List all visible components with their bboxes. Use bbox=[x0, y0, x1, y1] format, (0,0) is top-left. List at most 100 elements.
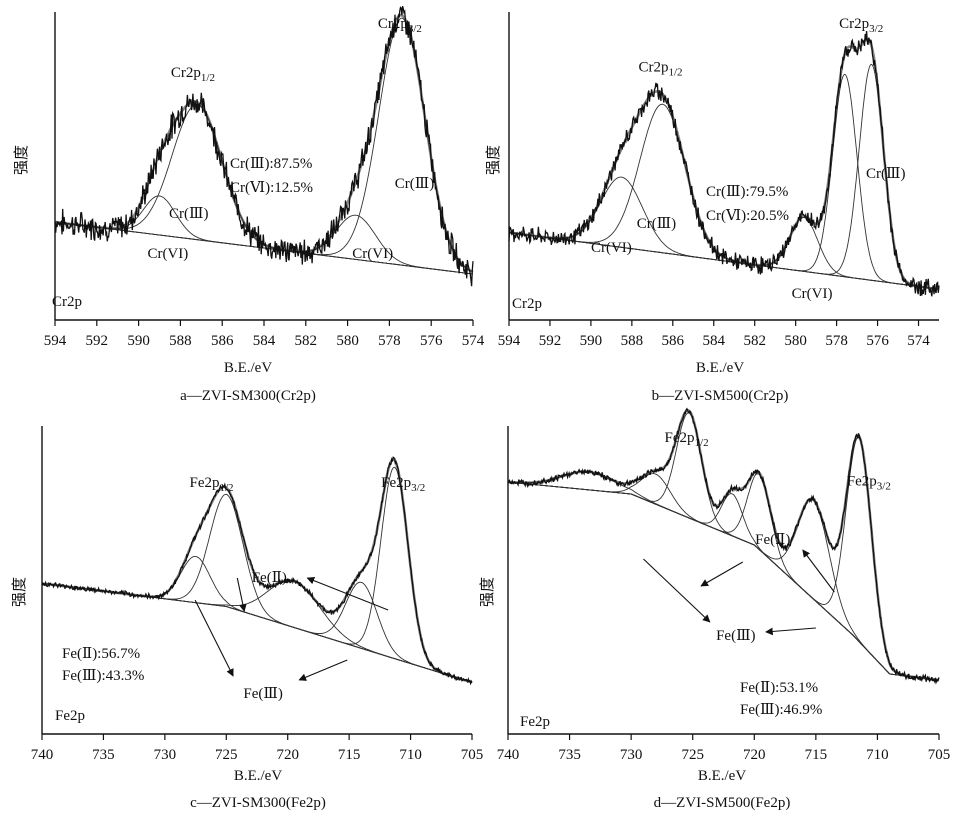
percent-line-1: Cr(Ⅲ):87.5% bbox=[230, 156, 312, 172]
x-tick-label: 715 bbox=[805, 747, 828, 763]
x-tick-label: 720 bbox=[743, 747, 766, 763]
x-axis-label: B.E./eV bbox=[234, 768, 282, 784]
element-label: Fe2p bbox=[520, 714, 550, 730]
x-tick-label: 580 bbox=[784, 333, 807, 349]
y-axis-label: 强度 bbox=[11, 577, 28, 607]
peak-label-3-2: Cr2p3/2 bbox=[839, 16, 883, 35]
component-label: Cr(Ⅲ) bbox=[866, 166, 905, 182]
x-tick-label: 578 bbox=[378, 333, 401, 349]
peak-label-1-2: Fe2p1/2 bbox=[665, 430, 709, 449]
x-tick-label: 710 bbox=[866, 747, 889, 763]
panel-caption: a—ZVI-SM300(Cr2p) bbox=[180, 388, 316, 404]
x-tick-label: 735 bbox=[558, 747, 581, 763]
fit-component-1 bbox=[507, 481, 940, 681]
plot-area-c: 740 735 730 725 720 715 710 705 Fe2p1/2 Fe2p3/2 Fe… bbox=[31, 426, 484, 763]
fit-component-3 bbox=[54, 195, 474, 275]
x-tick-label: 740 bbox=[497, 747, 520, 763]
peak-label-1-2: Fe2p1/2 bbox=[190, 475, 234, 494]
element-label: Fe2p bbox=[55, 708, 85, 724]
chart-panel-b: 594 592 590 588 586 584 582 580 578 576 574 Cr2p1/2… bbox=[485, 12, 940, 404]
x-tick-label: 576 bbox=[866, 333, 889, 349]
percent-line-2: Cr(Ⅵ):12.5% bbox=[230, 180, 313, 196]
raw-spectrum bbox=[508, 31, 940, 297]
arrow-fe2 bbox=[802, 549, 835, 593]
element-label: Cr2p bbox=[512, 296, 542, 312]
x-tick-label: 725 bbox=[215, 747, 238, 763]
fit-component-3 bbox=[507, 481, 940, 681]
arrow-fe2 bbox=[306, 576, 389, 611]
arrow-fe3 bbox=[194, 599, 234, 677]
fit-component-0 bbox=[54, 17, 474, 273]
x-tick-label: 730 bbox=[620, 747, 643, 763]
x-axis-label: B.E./eV bbox=[696, 360, 744, 376]
component-label: Cr(Ⅲ) bbox=[169, 206, 208, 222]
panel-caption: b—ZVI-SM500(Cr2p) bbox=[652, 388, 789, 404]
x-tick-label: 580 bbox=[336, 333, 359, 349]
x-tick-label: 574 bbox=[907, 333, 930, 349]
x-tick-label: 586 bbox=[211, 333, 234, 349]
x-tick-label: 590 bbox=[127, 333, 150, 349]
x-axis-label: B.E./eV bbox=[224, 360, 272, 376]
x-tick-label: 578 bbox=[825, 333, 848, 349]
component-label: Cr(VI) bbox=[147, 246, 188, 262]
arrow-fe3 bbox=[643, 558, 711, 623]
component-label: Cr(VI) bbox=[792, 286, 833, 302]
x-tick-label: 574 bbox=[462, 333, 485, 349]
fit-component-5 bbox=[507, 473, 940, 681]
component-label: Cr(VI) bbox=[352, 246, 393, 262]
peak-label-3-2: Cr2p3/2 bbox=[378, 16, 422, 35]
x-tick-label: 740 bbox=[31, 747, 54, 763]
x-axis-label: B.E./eV bbox=[698, 768, 746, 784]
chart-panel-a: 594 592 590 588 586 584 582 580 578 576 574 Cr2p1/2… bbox=[13, 5, 485, 404]
percent-line-2: Fe(Ⅲ):46.9% bbox=[740, 702, 822, 718]
x-tick-label: 725 bbox=[681, 747, 704, 763]
raw-spectrum bbox=[54, 5, 474, 287]
component-label: Cr(Ⅲ) bbox=[637, 216, 676, 232]
x-tick-label: 588 bbox=[621, 333, 644, 349]
percent-line-1: Fe(Ⅱ):56.7% bbox=[62, 646, 140, 662]
component-label: Cr(VI) bbox=[591, 240, 632, 256]
component-label: Fe(Ⅱ) bbox=[755, 532, 790, 548]
plot-area-b: 594 592 590 588 586 584 582 580 578 576 574 Cr2p1/2… bbox=[498, 12, 940, 349]
x-tick-label: 582 bbox=[743, 333, 766, 349]
arrow-fe3 bbox=[765, 627, 816, 636]
x-tick-label: 735 bbox=[92, 747, 115, 763]
panel-caption: d—ZVI-SM500(Fe2p) bbox=[654, 795, 791, 811]
y-axis-label: 强度 bbox=[479, 577, 496, 607]
peak-label-3-2: Fe2p3/2 bbox=[847, 473, 891, 492]
peak-label-1-2: Cr2p1/2 bbox=[638, 59, 682, 78]
peak-label-1-2: Cr2p1/2 bbox=[171, 65, 215, 84]
x-tick-label: 730 bbox=[154, 747, 177, 763]
panel-caption: c—ZVI-SM300(Fe2p) bbox=[190, 795, 326, 811]
x-tick-label: 710 bbox=[399, 747, 422, 763]
x-tick-label: 592 bbox=[539, 333, 562, 349]
x-tick-label: 720 bbox=[276, 747, 299, 763]
percent-line-1: Fe(Ⅱ):53.1% bbox=[740, 680, 818, 696]
x-tick-label: 590 bbox=[580, 333, 603, 349]
x-tick-label: 705 bbox=[928, 747, 951, 763]
x-tick-label: 584 bbox=[253, 333, 276, 349]
x-tick-label: 588 bbox=[169, 333, 192, 349]
raw-spectrum bbox=[507, 407, 940, 685]
arrow-fe3 bbox=[298, 659, 348, 681]
plot-area-a: 594 592 590 588 586 584 582 580 578 576 574 Cr2p1/2… bbox=[44, 5, 485, 349]
chart-panel-d: 740 735 730 725 720 715 710 705 Fe2p1/2 Fe2p3/2 Fe… bbox=[479, 407, 950, 811]
percent-line-2: Cr(Ⅵ):20.5% bbox=[706, 208, 789, 224]
component-label: Fe(Ⅱ) bbox=[252, 570, 287, 586]
x-tick-label: 584 bbox=[703, 333, 726, 349]
component-label: Fe(Ⅲ) bbox=[716, 628, 755, 644]
raw-spectrum bbox=[41, 456, 473, 686]
chart-panel-c: 740 735 730 725 720 715 710 705 Fe2p1/2 Fe2p3/2 Fe… bbox=[11, 426, 484, 811]
percent-line-1: Cr(Ⅲ):79.5% bbox=[706, 184, 788, 200]
component-label: Cr(Ⅲ) bbox=[395, 176, 434, 192]
x-tick-label: 576 bbox=[420, 333, 443, 349]
x-tick-label: 586 bbox=[662, 333, 685, 349]
arrow-fe2 bbox=[700, 561, 744, 587]
x-tick-label: 705 bbox=[461, 747, 484, 763]
percent-line-2: Fe(Ⅲ):43.3% bbox=[62, 668, 144, 684]
element-label: Cr2p bbox=[52, 294, 82, 310]
component-label: Fe(Ⅲ) bbox=[243, 686, 282, 702]
y-axis-label: 强度 bbox=[13, 145, 30, 175]
plot-area-d: 740 735 730 725 720 715 710 705 Fe2p1/2 Fe2p3/2 Fe… bbox=[497, 407, 951, 763]
x-tick-label: 594 bbox=[498, 333, 521, 349]
